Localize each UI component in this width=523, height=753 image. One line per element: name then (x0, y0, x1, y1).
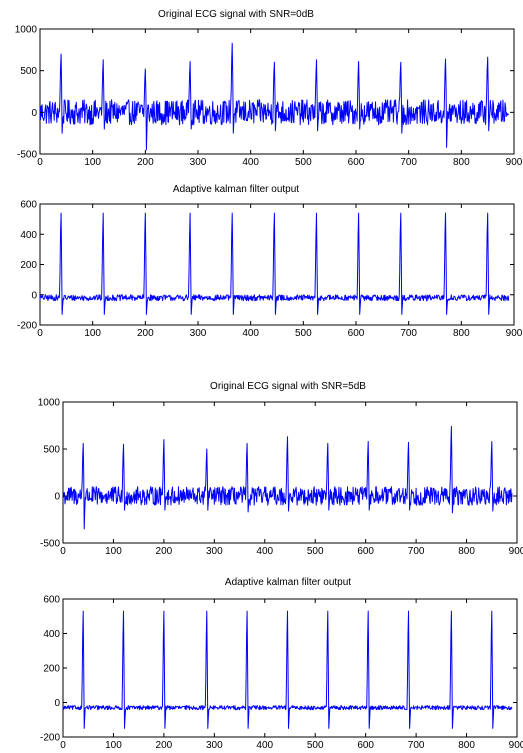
x-tick-label: 700 (400, 328, 417, 339)
x-tick-label: 600 (357, 740, 374, 751)
x-tick-label: 300 (206, 740, 223, 751)
panel-3: Original ECG signal with SNR=5dB 0 100 200… (38, 381, 523, 557)
y-tick-label: 500 (20, 66, 37, 77)
x-tick-label: 100 (84, 328, 101, 339)
y-tick-label: 600 (43, 595, 60, 606)
y-tick-label: 600 (20, 200, 37, 211)
x-tick-label: 900 (506, 328, 523, 339)
y-tick-label: 1000 (15, 25, 38, 36)
y-tick-label: 0 (31, 290, 37, 301)
panel-3-axes-frame (62, 401, 518, 544)
x-tick-label: 700 (408, 740, 425, 751)
y-tick-label: 400 (20, 230, 37, 241)
y-tick-label: -200 (40, 733, 60, 744)
x-tick-label: 100 (105, 546, 122, 557)
x-tick-label: 600 (357, 546, 374, 557)
x-tick-label: 900 (509, 546, 523, 557)
y-tick-label: 400 (43, 629, 60, 640)
x-tick-label: 700 (400, 157, 417, 168)
x-tick-label: 900 (506, 157, 523, 168)
panel-1-axes-frame (39, 28, 515, 155)
panel-2: Adaptive kalman filter output 0 100 200 300… (17, 184, 523, 339)
x-tick-label: 100 (105, 740, 122, 751)
x-tick-label: 500 (295, 157, 312, 168)
panel-4: Adaptive kalman filter output 0 100 200 300… (40, 577, 523, 751)
x-tick-label: 500 (295, 328, 312, 339)
x-tick-label: 800 (453, 157, 470, 168)
x-tick-label: 600 (348, 157, 365, 168)
y-tick-label: 200 (43, 664, 60, 675)
panel-1-title: Original ECG signal with SNR=0dB (158, 9, 314, 20)
x-tick-label: 0 (37, 157, 43, 168)
y-tick-label: 1000 (38, 398, 61, 409)
x-tick-label: 400 (256, 740, 273, 751)
x-tick-label: 400 (256, 546, 273, 557)
x-tick-label: 300 (190, 328, 207, 339)
x-tick-label: 200 (156, 546, 173, 557)
panel-3-signal-line (62, 425, 513, 530)
y-tick-label: -500 (17, 150, 37, 161)
x-tick-label: 400 (242, 157, 259, 168)
x-tick-label: 500 (307, 546, 324, 557)
x-tick-label: 200 (137, 157, 154, 168)
y-tick-label: 200 (20, 260, 37, 271)
y-tick-label: 0 (54, 698, 60, 709)
panel-3-title: Original ECG signal with SNR=5dB (210, 381, 366, 392)
panel-4-ticks: 0 100 200 300 400 500 600 700 800 900-20002004006… (40, 595, 523, 752)
x-tick-label: 700 (408, 546, 425, 557)
x-tick-label: 800 (458, 546, 475, 557)
panel-2-title: Adaptive kalman filter output (173, 184, 299, 195)
x-tick-label: 100 (84, 157, 101, 168)
x-tick-label: 600 (348, 328, 365, 339)
x-tick-label: 500 (307, 740, 324, 751)
x-tick-label: 800 (458, 740, 475, 751)
x-tick-label: 400 (242, 328, 259, 339)
panel-4-axes-frame (62, 598, 518, 738)
x-tick-label: 300 (190, 157, 207, 168)
y-tick-label: 0 (54, 492, 60, 503)
x-tick-label: 0 (60, 546, 66, 557)
x-tick-label: 200 (137, 328, 154, 339)
x-tick-label: 300 (206, 546, 223, 557)
y-tick-label: -500 (40, 539, 60, 550)
panel-2-signal-line (39, 212, 510, 315)
x-tick-label: 800 (453, 328, 470, 339)
y-tick-label: 500 (43, 445, 60, 456)
panel-4-signal-line (62, 610, 513, 729)
panel-1: Original ECG signal with SNR=0dB 0 100 200… (15, 9, 523, 168)
x-tick-label: 0 (60, 740, 66, 751)
y-tick-label: -200 (17, 321, 37, 332)
panel-4-title: Adaptive kalman filter output (225, 577, 351, 588)
y-tick-label: 0 (31, 108, 37, 119)
panel-1-signal-line (39, 42, 510, 151)
x-tick-label: 900 (509, 740, 523, 751)
x-tick-label: 0 (37, 328, 43, 339)
panel-2-ticks: 0 100 200 300 400 500 600 700 800 900-20002004006… (17, 200, 523, 340)
panel-2-axes-frame (39, 203, 515, 326)
x-tick-label: 200 (156, 740, 173, 751)
